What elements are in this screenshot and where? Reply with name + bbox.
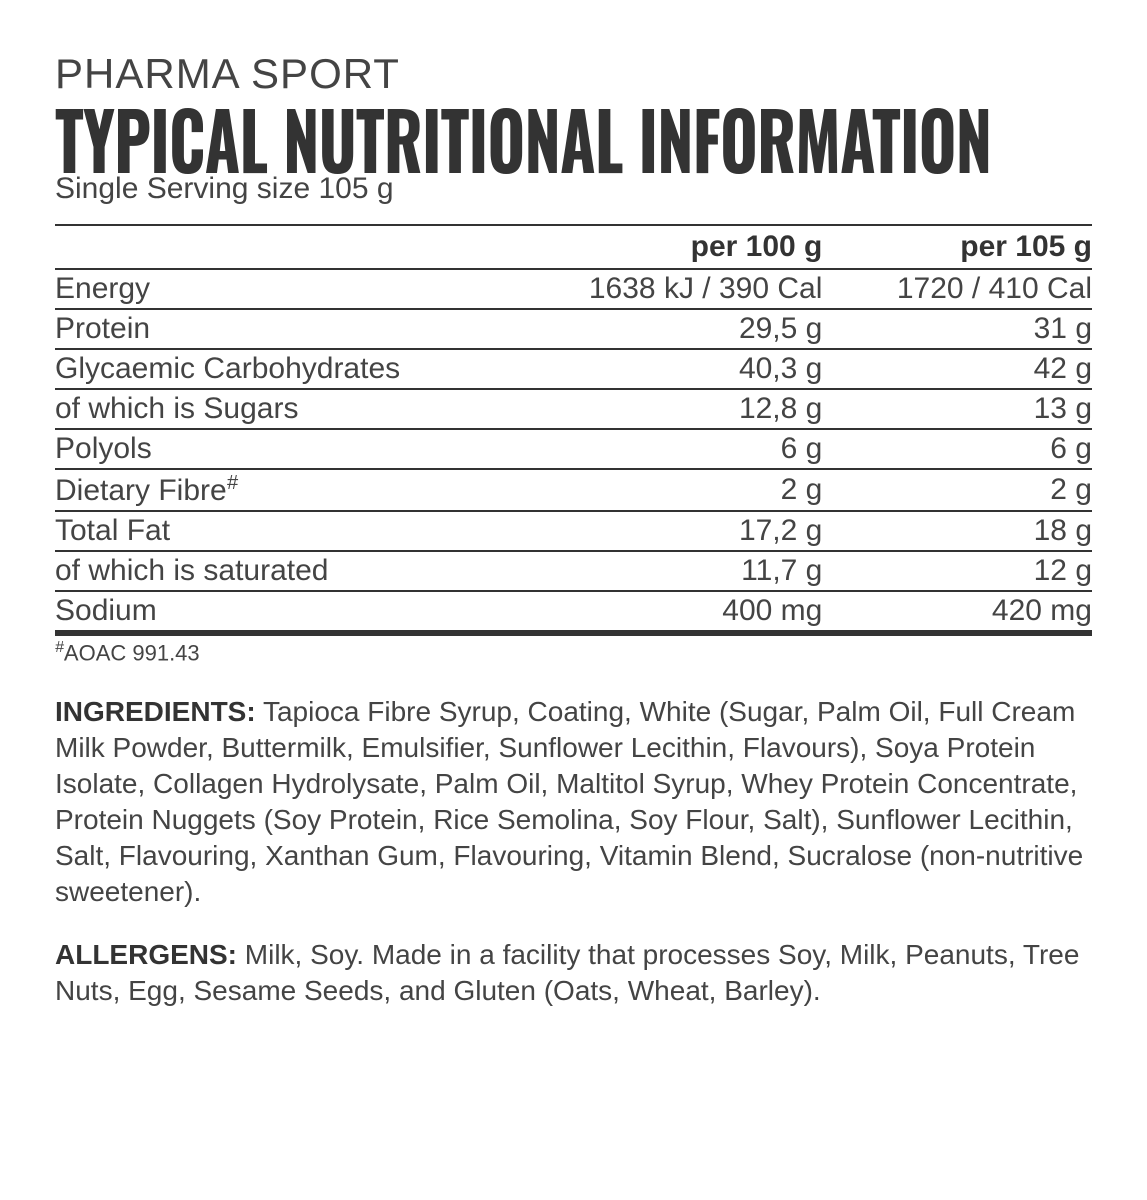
- footnote-text: AOAC 991.43: [64, 640, 200, 665]
- nutrient-label: of which is saturated: [55, 551, 491, 591]
- nutrient-label: Total Fat: [55, 511, 491, 551]
- nutrient-label: of which is Sugars: [55, 389, 491, 429]
- value-per-100g: 12,8 g: [491, 389, 823, 429]
- nutrient-label: Sodium: [55, 591, 491, 633]
- table-row: Dietary Fibre#2 g2 g: [55, 469, 1092, 511]
- nutrient-label: Polyols: [55, 429, 491, 469]
- value-per-105g: 2 g: [822, 469, 1092, 511]
- value-per-100g: 40,3 g: [491, 349, 823, 389]
- table-row: Sodium400 mg420 mg: [55, 591, 1092, 633]
- value-per-100g: 2 g: [491, 469, 823, 511]
- value-per-105g: 13 g: [822, 389, 1092, 429]
- nutrient-label: Protein: [55, 309, 491, 349]
- value-per-100g: 29,5 g: [491, 309, 823, 349]
- value-per-100g: 6 g: [491, 429, 823, 469]
- table-header-empty: [55, 225, 491, 269]
- table-row: Polyols6 g6 g: [55, 429, 1092, 469]
- panel-title: TYPICAL NUTRITIONAL INFORMATION: [55, 100, 1092, 175]
- footnote-hash-icon: #: [55, 639, 64, 656]
- ingredients-block: INGREDIENTS: Tapioca Fibre Syrup, Coatin…: [55, 694, 1092, 909]
- value-per-100g: 400 mg: [491, 591, 823, 633]
- nutrition-table-body: Energy1638 kJ / 390 Cal1720 / 410 CalPro…: [55, 269, 1092, 633]
- table-header-row: per 100 g per 105 g: [55, 225, 1092, 269]
- table-row: Protein29,5 g31 g: [55, 309, 1092, 349]
- ingredients-text: Tapioca Fibre Syrup, Coating, White (Sug…: [55, 696, 1083, 906]
- value-per-100g: 1638 kJ / 390 Cal: [491, 269, 823, 309]
- hash-icon: #: [227, 472, 238, 494]
- value-per-105g: 12 g: [822, 551, 1092, 591]
- table-row: of which is saturated11,7 g12 g: [55, 551, 1092, 591]
- value-per-105g: 6 g: [822, 429, 1092, 469]
- table-row: Glycaemic Carbohydrates40,3 g42 g: [55, 349, 1092, 389]
- value-per-100g: 11,7 g: [491, 551, 823, 591]
- value-per-105g: 420 mg: [822, 591, 1092, 633]
- table-header-per-105g: per 105 g: [822, 225, 1092, 269]
- nutrient-label: Energy: [55, 269, 491, 309]
- nutrient-label: Dietary Fibre#: [55, 469, 491, 511]
- nutrition-table: per 100 g per 105 g Energy1638 kJ / 390 …: [55, 224, 1092, 636]
- table-header-per-100g: per 100 g: [491, 225, 823, 269]
- value-per-105g: 18 g: [822, 511, 1092, 551]
- allergens-label: ALLERGENS:: [55, 939, 237, 970]
- value-per-105g: 1720 / 410 Cal: [822, 269, 1092, 309]
- table-row: of which is Sugars12,8 g13 g: [55, 389, 1092, 429]
- value-per-100g: 17,2 g: [491, 511, 823, 551]
- value-per-105g: 42 g: [822, 349, 1092, 389]
- table-row: Energy1638 kJ / 390 Cal1720 / 410 Cal: [55, 269, 1092, 309]
- table-row: Total Fat17,2 g18 g: [55, 511, 1092, 551]
- table-footnote: #AOAC 991.43: [55, 639, 1092, 666]
- nutrient-label: Glycaemic Carbohydrates: [55, 349, 491, 389]
- ingredients-label: INGREDIENTS:: [55, 696, 256, 727]
- allergens-block: ALLERGENS: Milk, Soy. Made in a facility…: [55, 937, 1092, 1009]
- value-per-105g: 31 g: [822, 309, 1092, 349]
